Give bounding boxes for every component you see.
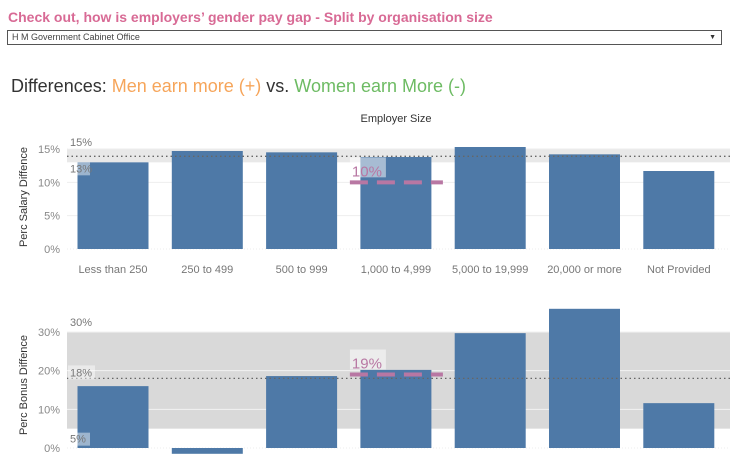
- bar-less-than-250: [77, 386, 149, 448]
- bar-5-000-to-19-999: [454, 147, 526, 249]
- bar-250-to-499: [171, 448, 243, 454]
- band-label: 13%: [70, 163, 92, 175]
- bar-5-000-to-19-999: [454, 333, 526, 448]
- bar-less-than-250: [77, 162, 149, 249]
- bar-500-to-999: [266, 376, 338, 448]
- bar-20-000-or-more: [549, 154, 620, 249]
- y-tick-label: 0%: [44, 244, 60, 256]
- bar-not-provided: [643, 171, 715, 249]
- reference-label: 19%: [352, 356, 382, 373]
- heading-women: Women earn More (-): [294, 76, 467, 96]
- band-label-bg: [68, 162, 90, 176]
- band-label: 5%: [70, 434, 86, 446]
- page-title: Check out, how is employers’ gender pay …: [8, 9, 493, 25]
- average-label: 18%: [70, 367, 92, 379]
- y-tick-label: 10%: [38, 404, 60, 416]
- band-label-bg: [68, 136, 90, 149]
- y-axis-label: Perc Bonus Diffence: [18, 335, 30, 435]
- triangle-down-icon[interactable]: ▼: [709, 34, 716, 41]
- y-tick-label: 5%: [44, 211, 60, 223]
- reference-label-bg: [349, 157, 386, 178]
- y-tick-label: 20%: [38, 366, 60, 378]
- heading-men: Men earn more (+): [111, 76, 262, 96]
- bar-250-to-499: [171, 151, 243, 249]
- x-tick-label: 20,000 or more: [547, 264, 622, 276]
- x-tick-label: Not Provided: [647, 264, 711, 276]
- y-tick-label: 10%: [38, 177, 60, 189]
- band-label: 30%: [70, 317, 92, 329]
- chart-heading: Differences: Men earn more (+) vs. Women…: [11, 76, 466, 97]
- bar-500-to-999: [266, 152, 338, 249]
- band-label: 15%: [70, 137, 92, 149]
- heading-vs: vs.: [261, 76, 295, 96]
- y-tick-label: 0%: [44, 443, 60, 454]
- y-tick-label: 30%: [38, 327, 60, 339]
- x-tick-label: 250 to 499: [181, 264, 233, 276]
- x-tick-label: 1,000 to 4,999: [361, 264, 431, 276]
- x-tick-label: 5,000 to 19,999: [452, 264, 528, 276]
- dropdown-value: H M Government Cabinet Office: [12, 32, 140, 42]
- employer-dropdown[interactable]: H M Government Cabinet Office ▼: [7, 30, 722, 45]
- band-label-bg: [68, 316, 90, 329]
- reference-label: 10%: [352, 163, 382, 180]
- x-tick-label: Less than 250: [78, 264, 147, 276]
- average-label-bg: [68, 365, 95, 380]
- chart-title: Employer Size: [361, 113, 432, 125]
- reference-label-bg: [349, 349, 386, 370]
- heading-prefix: Differences:: [11, 76, 112, 96]
- bar-1-000-to-4-999: [360, 369, 432, 448]
- bar-not-provided: [643, 403, 715, 448]
- band-label-bg: [68, 432, 90, 446]
- x-tick-label: 500 to 999: [276, 264, 328, 276]
- y-tick-label: 15%: [38, 144, 60, 156]
- y-axis-label: Perc Salary Diffence: [18, 147, 30, 247]
